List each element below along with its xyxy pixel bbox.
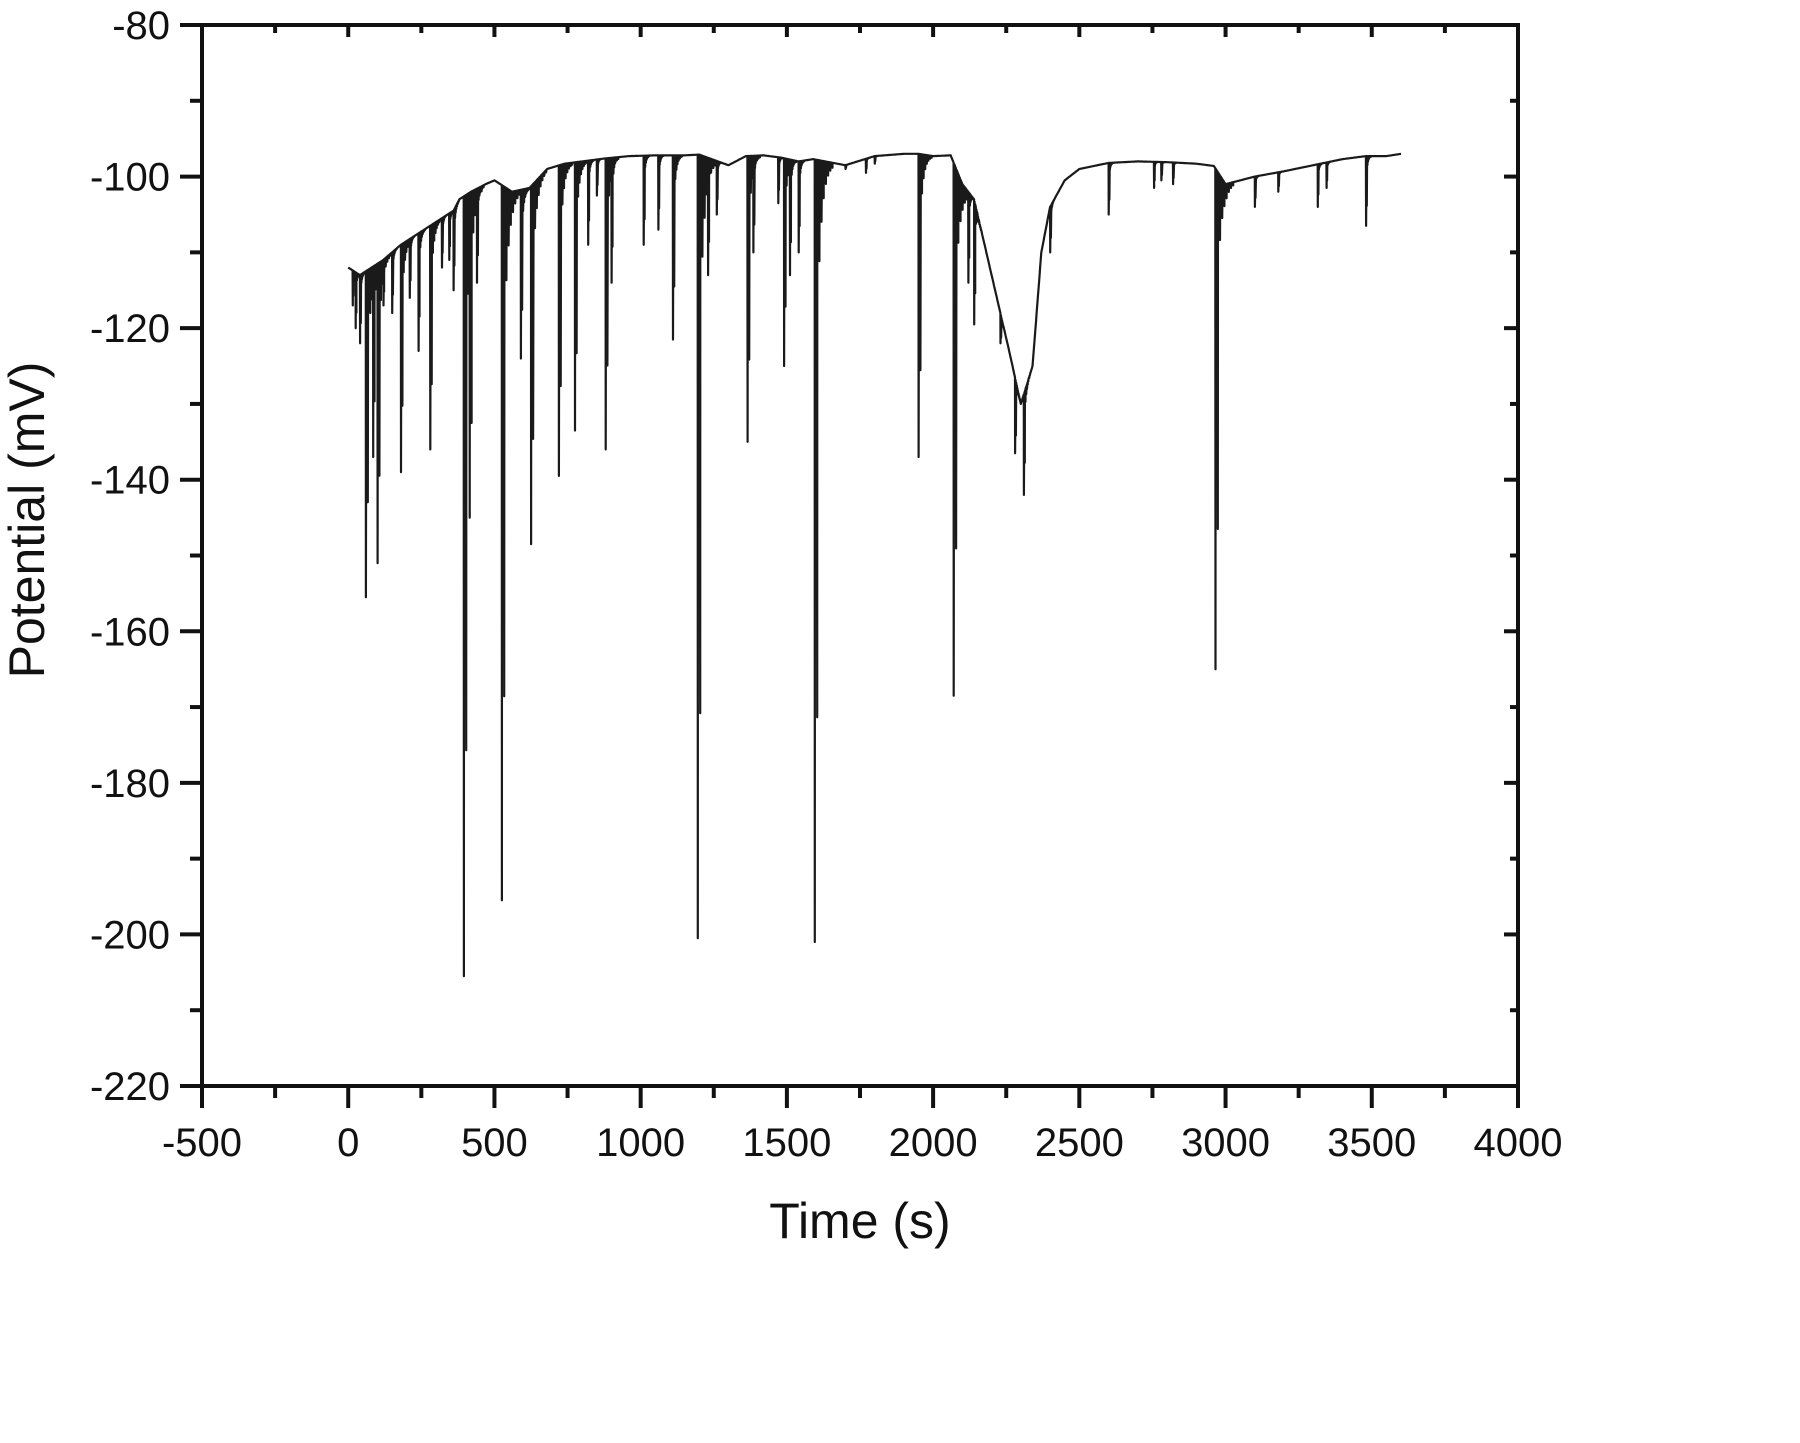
plot-frame — [200, 23, 1520, 1088]
x-tick-label: 1500 — [742, 1121, 831, 1165]
y-tick-label: -100 — [90, 156, 170, 200]
x-tick-label: 500 — [461, 1121, 528, 1165]
x-axis-ticks — [200, 25, 1520, 1108]
x-tick-label: 2000 — [889, 1121, 978, 1165]
x-tick-label: 4000 — [1474, 1121, 1563, 1165]
x-tick-label: 2500 — [1035, 1121, 1124, 1165]
x-tick-label: 1000 — [596, 1121, 685, 1165]
x-tick-label: 3500 — [1327, 1121, 1416, 1165]
potential-trace — [347, 152, 1402, 978]
y-tick-label: -220 — [90, 1065, 170, 1109]
x-axis-title: Time (s) — [769, 1193, 950, 1249]
y-axis-title: Potential (mV) — [0, 362, 55, 679]
y-tick-label: -180 — [90, 762, 170, 806]
x-tick-label: 0 — [337, 1121, 359, 1165]
x-tick-label: 3000 — [1181, 1121, 1270, 1165]
y-tick-label: -140 — [90, 459, 170, 503]
y-axis-ticks — [180, 23, 1518, 1088]
y-tick-label: -160 — [90, 610, 170, 654]
y-tick-label: -80 — [112, 4, 170, 48]
y-tick-label: -120 — [90, 307, 170, 351]
x-axis-tick-labels: -500 0 500 1000 1500 2000 2500 3000 3500 4000 — [162, 1121, 1563, 1165]
y-tick-label: -200 — [90, 913, 170, 957]
y-axis-tick-labels: -80 -100 -120 -140 -160 -180 -200 -220 — [90, 4, 170, 1109]
x-tick-label: -500 — [162, 1121, 242, 1165]
